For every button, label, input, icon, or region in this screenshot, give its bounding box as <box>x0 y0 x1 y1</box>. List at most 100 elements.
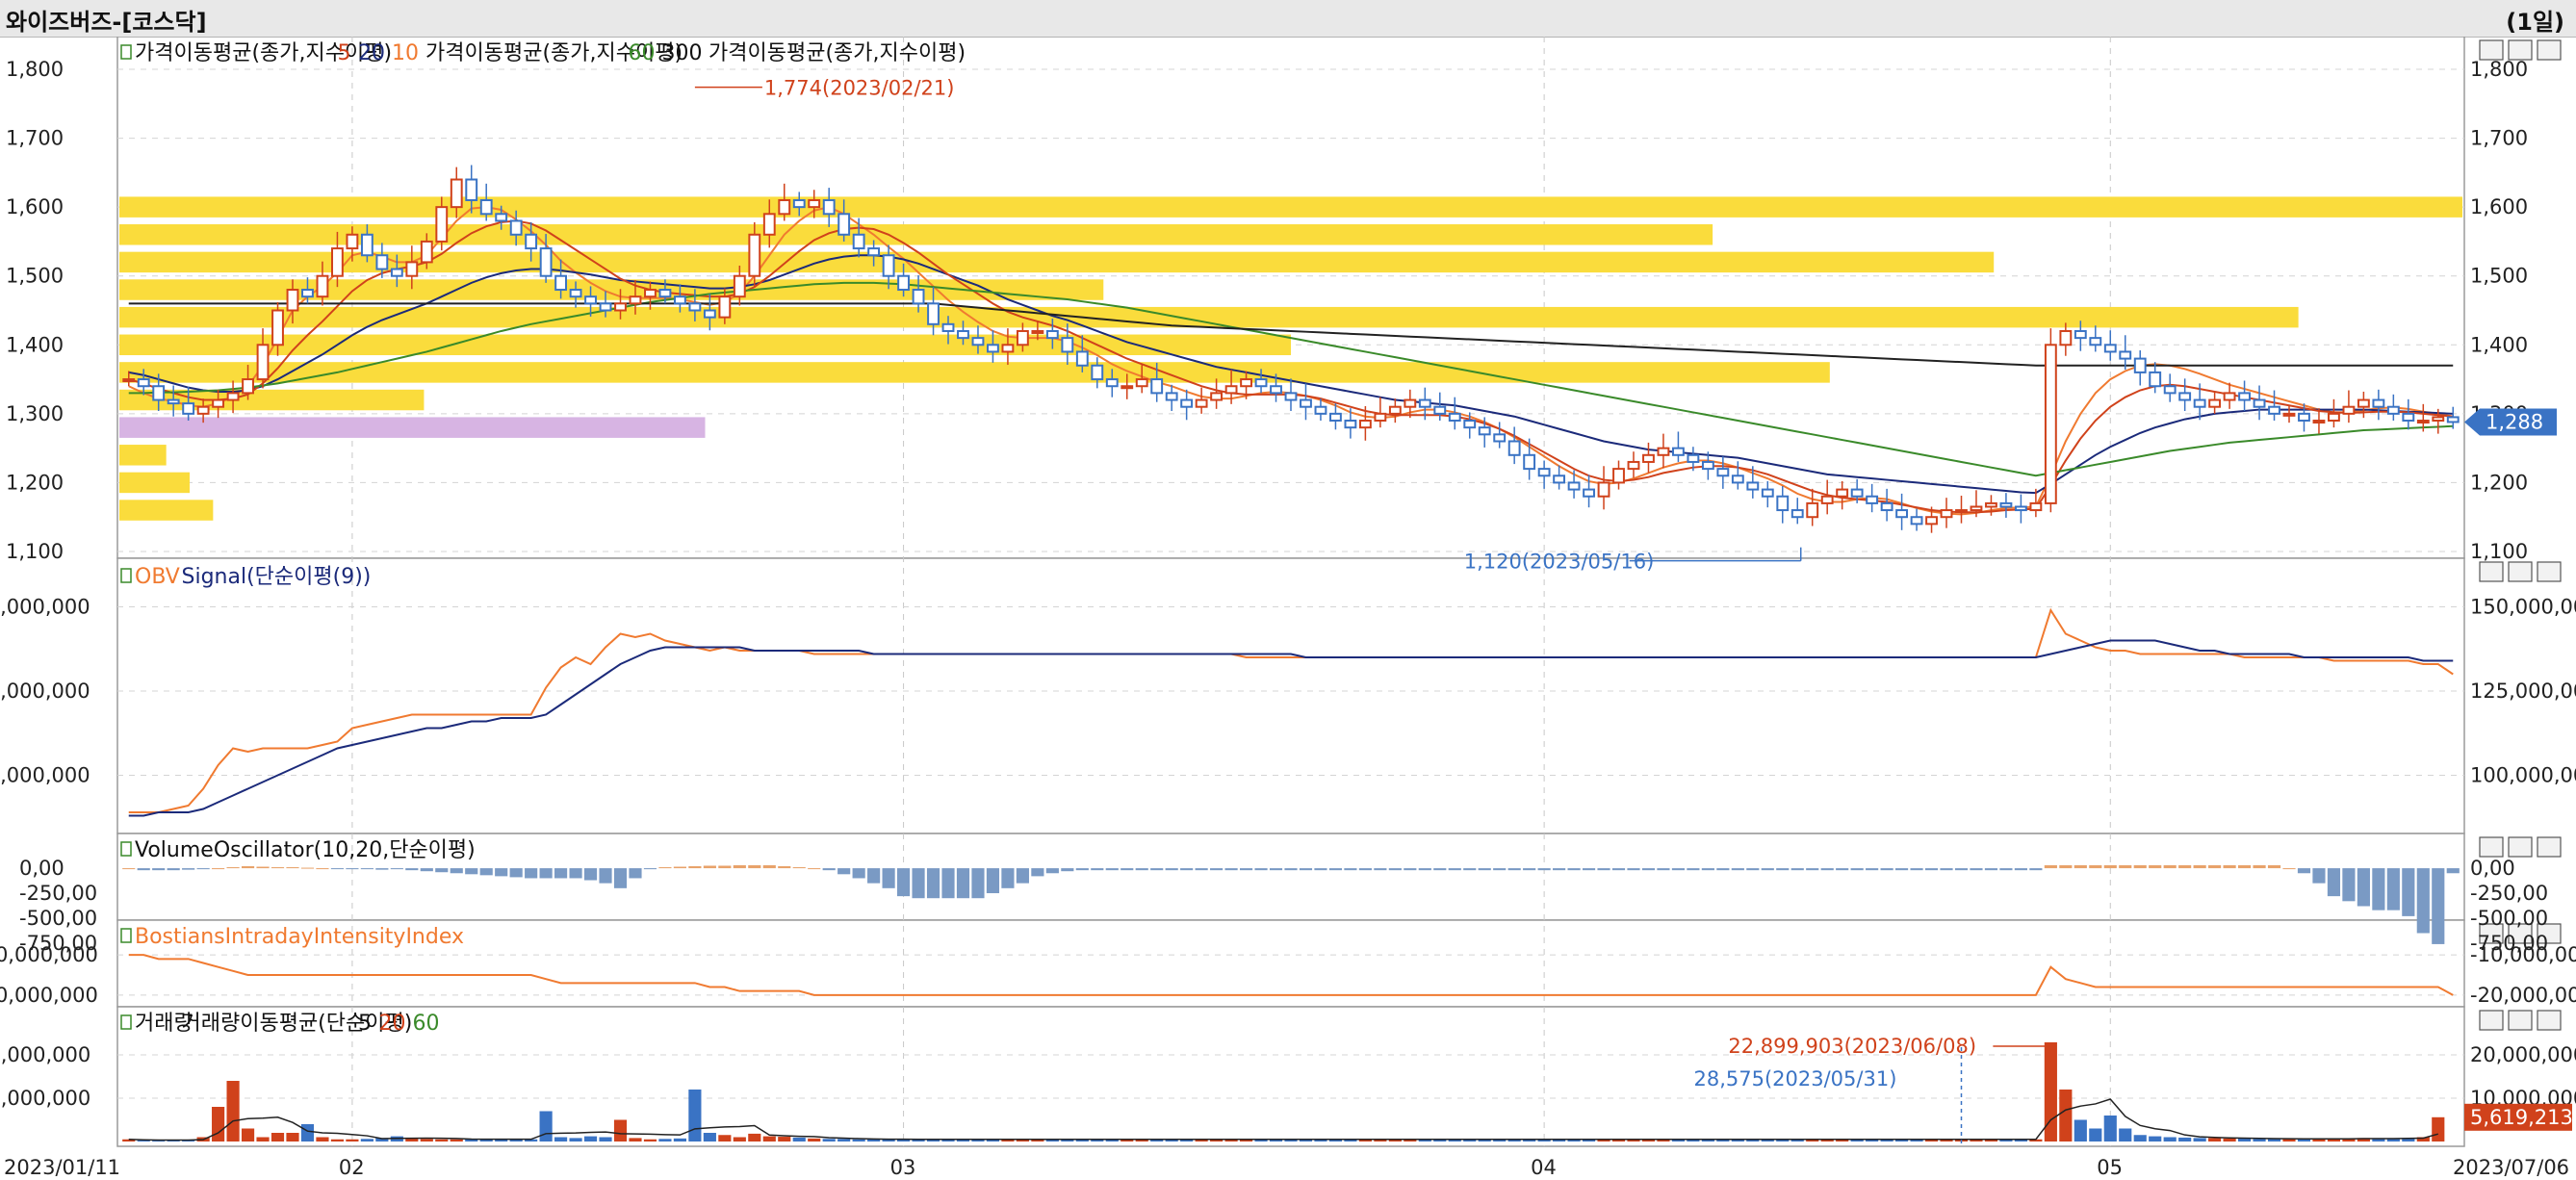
volume-bar <box>1582 1139 1596 1142</box>
volume-bar <box>226 1081 240 1142</box>
vo-bar <box>1448 868 1461 871</box>
volume-bar <box>1731 1139 1744 1142</box>
chart-restore-icon[interactable] <box>2508 1010 2533 1031</box>
price-y-tick-right: 1,700 <box>2470 127 2528 150</box>
chart-maximize-icon[interactable] <box>2479 1010 2504 1031</box>
volume-bar <box>495 1139 508 1142</box>
bii-legend-icon[interactable] <box>120 928 132 943</box>
chart-maximize-icon[interactable] <box>2479 836 2504 858</box>
volume-profile-bar <box>119 445 167 466</box>
vo-legend-icon[interactable] <box>120 841 132 857</box>
candle-body <box>1523 453 1536 471</box>
vo-bar <box>2074 864 2087 869</box>
volume-bar <box>1493 1139 1507 1142</box>
volume-bar <box>1567 1139 1581 1142</box>
vo-bar <box>2089 864 2102 869</box>
vo-bar <box>658 867 672 869</box>
candle-body <box>1672 447 1685 456</box>
volume-bar <box>1463 1139 1477 1142</box>
chart-maximize-icon[interactable] <box>2479 923 2504 944</box>
stock-chart[interactable]: 0203040506072023/01/112023/07/061,8001,8… <box>0 37 2576 1180</box>
candle-body <box>1478 426 1491 436</box>
price-y-tick-left: 1,500 <box>6 265 64 288</box>
vo-bar <box>1790 868 1804 871</box>
candle-body <box>1344 420 1357 429</box>
vo-bar <box>420 868 433 872</box>
obv-legend-icon[interactable] <box>120 568 132 583</box>
chart-close-icon[interactable] <box>2537 836 2562 858</box>
candle-body <box>927 302 940 325</box>
vo-bar <box>1284 868 1298 871</box>
volume-bar <box>286 1133 299 1142</box>
chart-close-icon[interactable] <box>2537 923 2562 944</box>
candle-body <box>808 198 821 209</box>
vo-bar <box>330 868 345 870</box>
vo-bar <box>1045 868 1059 874</box>
volume-min-annotation: 28,575(2023/05/31) <box>1693 1067 1896 1090</box>
candle-body <box>152 385 166 401</box>
volume-bar <box>2029 1139 2043 1142</box>
candle-body <box>688 302 702 312</box>
chart-close-icon[interactable] <box>2537 39 2562 61</box>
period-indicator[interactable]: (1일) <box>2506 9 2564 36</box>
chart-restore-icon[interactable] <box>2508 836 2533 858</box>
price-legend-icon[interactable] <box>120 44 132 60</box>
volume-bar <box>509 1139 523 1142</box>
candle-body <box>2253 398 2266 408</box>
volume-bar <box>1761 1139 1774 1142</box>
vo-bar <box>1523 868 1536 871</box>
candle-body <box>375 254 389 270</box>
vo-bar <box>1388 868 1402 871</box>
candle-body <box>778 198 791 216</box>
price-legend-item: 20 <box>358 41 385 65</box>
candle-body <box>1016 329 1029 346</box>
chart-restore-icon[interactable] <box>2508 39 2533 61</box>
chart-close-icon[interactable] <box>2537 561 2562 582</box>
volume-bar <box>1224 1139 1238 1142</box>
candle-body <box>137 378 150 388</box>
volume-bar <box>1701 1139 1714 1142</box>
chart-restore-icon[interactable] <box>2508 923 2533 944</box>
obv-y-tick-right: 100,000,000 <box>2470 764 2576 787</box>
candle-body <box>1597 481 1610 498</box>
obv-legend-item: OBV <box>135 565 180 589</box>
candle-body <box>599 302 612 312</box>
chart-restore-icon[interactable] <box>2508 561 2533 582</box>
volume-legend-icon[interactable] <box>120 1014 132 1030</box>
x-tick-label: 03 <box>890 1156 916 1179</box>
volume-bar <box>405 1138 419 1142</box>
candle-body <box>2372 398 2385 408</box>
vo-bar <box>2297 868 2311 874</box>
candle-body <box>1210 392 1224 401</box>
candle-body <box>525 233 538 250</box>
chart-close-icon[interactable] <box>2537 1010 2562 1031</box>
candle-body <box>2163 385 2177 395</box>
chart-maximize-icon[interactable] <box>2479 561 2504 582</box>
volume-bar <box>2119 1128 2132 1142</box>
volume-bar <box>1687 1139 1700 1142</box>
obv-legend-item: Signal(단순이평(9)) <box>182 565 372 589</box>
candle-body <box>2044 344 2057 504</box>
volume-bar <box>2237 1138 2252 1142</box>
volume-bar <box>971 1139 985 1142</box>
chart-maximize-icon[interactable] <box>2479 39 2504 61</box>
candle-body <box>1955 509 1968 514</box>
vo-bar <box>316 868 329 870</box>
volume-bar <box>450 1139 463 1142</box>
vo-bar <box>1597 868 1610 871</box>
volume-bar <box>554 1137 568 1142</box>
vo-bar <box>1999 868 2013 871</box>
candle-body <box>1300 398 1312 408</box>
volume-bar <box>330 1139 345 1142</box>
vo-bar <box>196 868 210 870</box>
vo-bar <box>986 868 1000 894</box>
volume-bar <box>599 1137 612 1142</box>
vo-bar <box>1687 868 1700 871</box>
vo-bar <box>1567 868 1581 871</box>
volume-bar <box>2297 1139 2311 1142</box>
candle-body <box>1404 398 1417 408</box>
vo-bar <box>1493 868 1507 871</box>
candle-body <box>957 329 969 340</box>
volume-bar <box>733 1137 746 1142</box>
volume-bar <box>1970 1139 1983 1142</box>
